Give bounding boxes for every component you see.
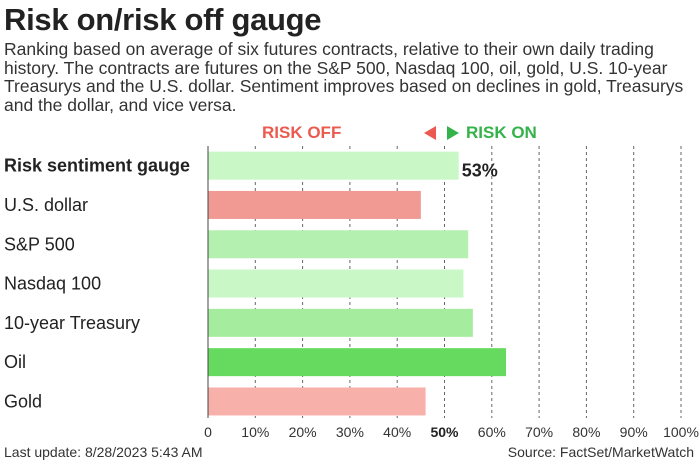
- chart-subtitle: Ranking based on average of six futures …: [4, 39, 684, 115]
- category-label: Risk sentiment gauge: [4, 156, 190, 176]
- bar: [208, 190, 421, 219]
- category-label: Nasdaq 100: [4, 274, 101, 294]
- category-label: U.S. dollar: [4, 195, 88, 215]
- x-tick-label: 30%: [336, 424, 364, 440]
- chart-title: Risk on/risk off gauge: [4, 2, 322, 37]
- value-label: 53%: [462, 161, 498, 181]
- x-tick-label: 10%: [241, 424, 269, 440]
- arrow-left-icon: [424, 126, 436, 140]
- x-tick-label: 50%: [430, 424, 459, 440]
- legend-risk-on: RISK ON: [466, 123, 537, 142]
- x-tick-label: 0: [204, 424, 212, 440]
- x-tick-label: 80%: [572, 424, 600, 440]
- x-tick-label: 20%: [289, 424, 317, 440]
- bar: [208, 387, 426, 416]
- x-tick-label: 70%: [525, 424, 553, 440]
- x-tick-label: 100%: [663, 424, 699, 440]
- x-tick-label: 40%: [383, 424, 411, 440]
- category-label: S&P 500: [4, 234, 75, 254]
- last-update: Last update: 8/28/2023 5:43 AM: [4, 444, 203, 460]
- x-tick-label: 90%: [620, 424, 648, 440]
- category-label: Gold: [4, 391, 42, 411]
- bar: [208, 348, 506, 377]
- arrow-right-icon: [447, 126, 459, 140]
- bar: [208, 151, 459, 180]
- bar: [208, 308, 473, 337]
- legend-risk-off: RISK OFF: [262, 123, 342, 142]
- x-tick-label: 60%: [478, 424, 506, 440]
- bar: [208, 269, 464, 298]
- category-label: Oil: [4, 352, 26, 372]
- category-label: 10-year Treasury: [4, 313, 140, 333]
- source-note: Source: FactSet/MarketWatch: [507, 444, 694, 460]
- bar: [208, 230, 469, 259]
